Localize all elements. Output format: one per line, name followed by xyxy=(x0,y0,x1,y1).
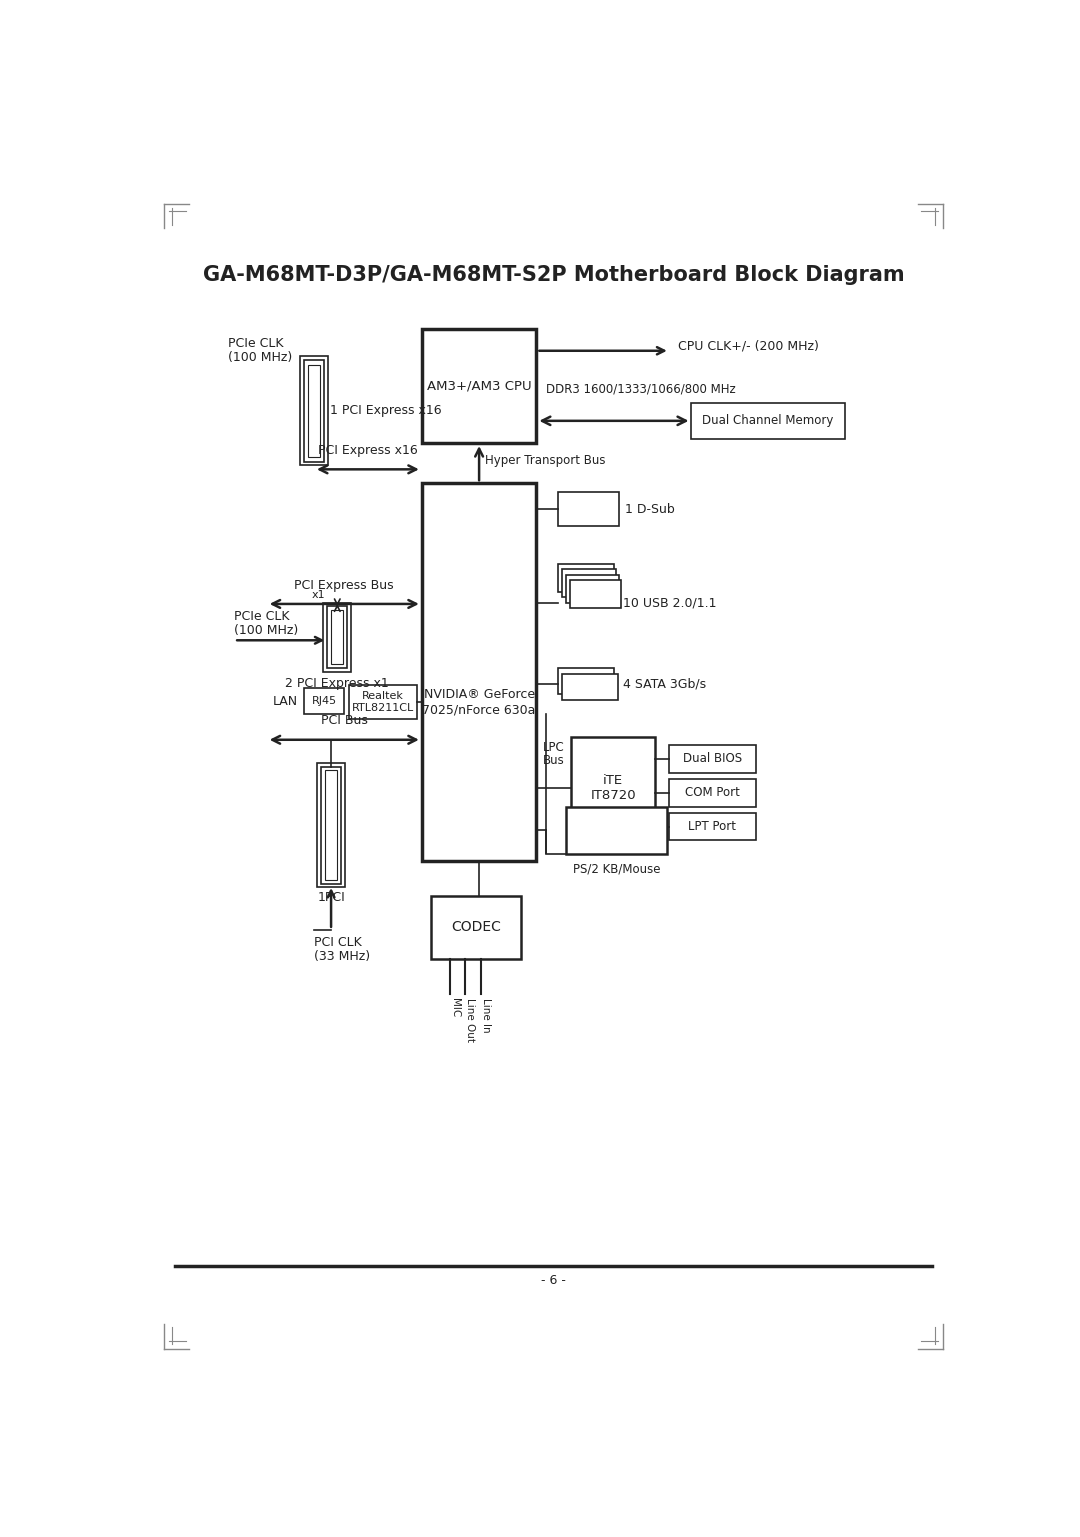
Bar xyxy=(691,403,845,438)
Text: Dual Channel Memory: Dual Channel Memory xyxy=(702,415,834,427)
Text: (100 MHz): (100 MHz) xyxy=(234,624,298,638)
Bar xyxy=(562,569,617,598)
Text: CODEC: CODEC xyxy=(451,921,501,934)
Bar xyxy=(303,360,324,461)
Text: PCI Express Bus: PCI Express Bus xyxy=(295,578,394,592)
Text: x1: x1 xyxy=(312,590,326,601)
Bar xyxy=(325,770,337,879)
Text: RJ45: RJ45 xyxy=(311,696,337,705)
Bar xyxy=(422,329,537,443)
Bar xyxy=(422,483,537,861)
Text: 1 D-Sub: 1 D-Sub xyxy=(625,503,675,516)
Text: 10 USB 2.0/1.1: 10 USB 2.0/1.1 xyxy=(623,596,717,609)
Bar xyxy=(570,581,621,609)
Text: PCI CLK: PCI CLK xyxy=(314,936,362,948)
Text: PCIe CLK: PCIe CLK xyxy=(228,337,283,350)
Bar xyxy=(323,603,351,672)
Text: Hyper Transport Bus: Hyper Transport Bus xyxy=(485,453,606,467)
Text: MIC: MIC xyxy=(449,998,460,1017)
Text: GA-M68MT-D3P/GA-M68MT-S2P Motherboard Block Diagram: GA-M68MT-D3P/GA-M68MT-S2P Motherboard Bl… xyxy=(203,266,904,286)
Text: CPU CLK+/- (200 MHz): CPU CLK+/- (200 MHz) xyxy=(677,340,819,354)
Text: 1 PCI Express x16: 1 PCI Express x16 xyxy=(330,404,442,418)
Text: AM3+/AM3 CPU: AM3+/AM3 CPU xyxy=(427,380,531,392)
Text: 4 SATA 3Gb/s: 4 SATA 3Gb/s xyxy=(623,678,706,690)
Text: Line Out: Line Out xyxy=(465,998,475,1042)
Bar xyxy=(558,564,613,592)
Text: COM Port: COM Port xyxy=(685,787,740,799)
Text: 2 PCI Express x1: 2 PCI Express x1 xyxy=(285,678,389,690)
Bar xyxy=(332,610,343,664)
Text: DDR3 1600/1333/1066/800 MHz: DDR3 1600/1333/1066/800 MHz xyxy=(545,383,735,395)
Text: Dual BIOS: Dual BIOS xyxy=(683,752,742,765)
Bar xyxy=(669,813,756,841)
Text: NVIDIA® GeForce
7025/nForce 630a: NVIDIA® GeForce 7025/nForce 630a xyxy=(422,689,536,716)
Text: - 6 -: - 6 - xyxy=(541,1274,566,1286)
Bar xyxy=(308,364,321,456)
Text: iTE
IT8720: iTE IT8720 xyxy=(591,775,636,802)
Bar xyxy=(669,779,756,807)
Text: (100 MHz): (100 MHz) xyxy=(228,350,293,364)
Bar xyxy=(566,575,619,603)
Text: 1PCI: 1PCI xyxy=(318,891,345,904)
Bar xyxy=(327,607,348,669)
Bar xyxy=(349,686,417,719)
Bar xyxy=(300,357,328,466)
Text: PCI Bus: PCI Bus xyxy=(321,715,367,727)
Text: LPC: LPC xyxy=(542,741,565,755)
Bar xyxy=(303,689,345,715)
Bar xyxy=(431,896,521,959)
Bar xyxy=(318,762,345,887)
Text: (33 MHz): (33 MHz) xyxy=(314,950,370,962)
Text: PCI Express x16: PCI Express x16 xyxy=(318,444,418,456)
Bar xyxy=(558,492,619,526)
Text: Realtek
RTL8211CL: Realtek RTL8211CL xyxy=(352,692,414,713)
Text: LPT Port: LPT Port xyxy=(688,821,737,833)
Bar xyxy=(669,745,756,773)
Bar xyxy=(321,767,341,884)
Text: LAN: LAN xyxy=(273,695,298,709)
Bar xyxy=(566,807,666,855)
Text: PS/2 KB/Mouse: PS/2 KB/Mouse xyxy=(572,862,660,875)
Bar xyxy=(562,675,618,701)
Text: Bus: Bus xyxy=(542,755,565,767)
Bar xyxy=(571,738,656,839)
Text: Line In: Line In xyxy=(481,998,490,1033)
Text: PCIe CLK: PCIe CLK xyxy=(234,610,289,622)
Bar xyxy=(558,669,613,695)
